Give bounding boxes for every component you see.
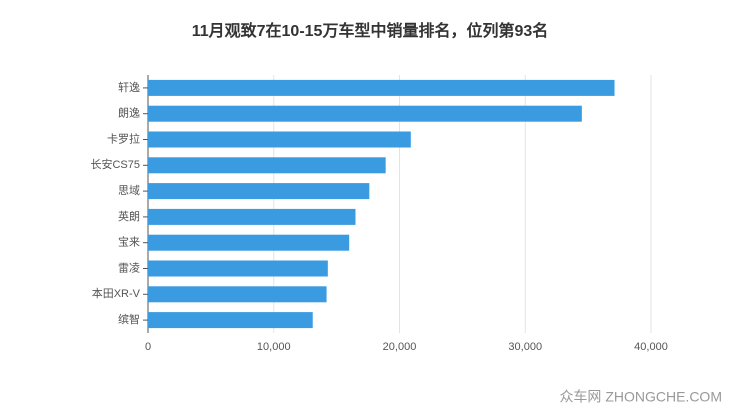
y-tick-label: 宝来 [118, 235, 140, 249]
y-tick-label: 英朗 [118, 209, 140, 223]
bar [148, 260, 328, 277]
bar [148, 312, 313, 329]
bar [148, 208, 356, 225]
bar [148, 105, 582, 122]
bar [148, 183, 370, 200]
y-tick-label: 雷凌 [118, 260, 140, 274]
y-tick-label: 轩逸 [118, 80, 140, 94]
watermark: 众车网 ZHONGCHE.COM [559, 389, 722, 405]
bar [148, 286, 327, 303]
bar [148, 234, 350, 251]
x-tick-label: 40,000 [634, 341, 668, 353]
bar [148, 131, 411, 148]
x-tick-label: 10,000 [257, 341, 291, 353]
y-tick-label: 卡罗拉 [107, 131, 140, 145]
bar [148, 79, 615, 96]
y-tick-label: 思域 [118, 184, 140, 197]
y-tick-label: 朗逸 [118, 107, 140, 120]
chart-title: 11月观致7在10-15万车型中销量排名，位列第93名 [192, 21, 549, 40]
x-tick-label: 20,000 [383, 341, 417, 353]
y-tick-label: 长安CS75 [90, 157, 140, 171]
y-tick-label: 本田XR-V [92, 286, 141, 300]
x-tick-label: 0 [145, 341, 151, 353]
x-tick-label: 30,000 [508, 341, 542, 353]
y-tick-label: 缤智 [118, 312, 140, 326]
bar [148, 157, 386, 174]
